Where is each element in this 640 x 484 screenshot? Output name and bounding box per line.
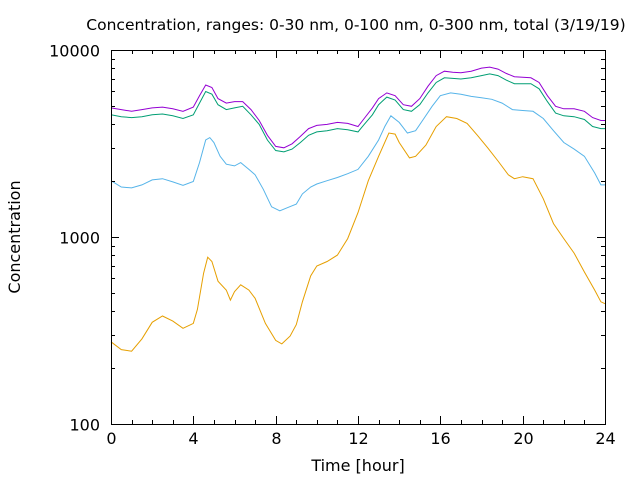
- x-tick-label: 12: [348, 429, 368, 448]
- y-axis: 100 1000 10000: [49, 42, 605, 435]
- y-tick-label: 10000: [49, 42, 100, 61]
- x-tick-label: 8: [271, 429, 281, 448]
- x-tick-label: 0: [106, 429, 116, 448]
- x-axis: 0 4 8 12 16 20 24: [106, 50, 616, 448]
- x-tick-label: 20: [513, 429, 533, 448]
- y-tick-label: 100: [69, 416, 100, 435]
- series-line-2: [110, 92, 605, 212]
- x-tick-label: 16: [430, 429, 450, 448]
- series-line-1: [110, 116, 606, 352]
- x-axis-label: Time [hour]: [310, 456, 404, 475]
- series-line-3: [110, 73, 605, 153]
- x-tick-label: 4: [188, 429, 198, 448]
- plot-frame: [111, 50, 606, 425]
- y-tick-label: 1000: [59, 229, 100, 248]
- y-axis-label: Concentration: [5, 180, 24, 293]
- series-line-4: [110, 66, 605, 149]
- x-tick-label: 24: [595, 429, 615, 448]
- plot-series: [110, 66, 606, 352]
- chart-title: Concentration, ranges: 0-30 nm, 0-100 nm…: [86, 16, 625, 34]
